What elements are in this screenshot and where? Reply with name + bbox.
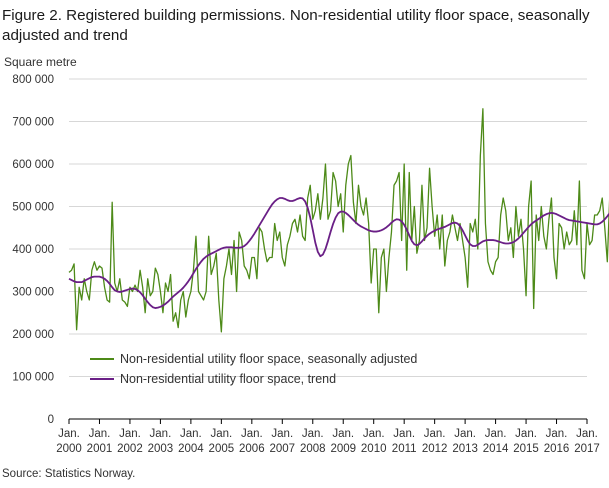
x-tick-label-month: Jan. bbox=[485, 428, 507, 440]
series-line-seasonal bbox=[68, 108, 609, 333]
x-tick-label-month: Jan. bbox=[119, 428, 141, 440]
x-tick-label-year: 2010 bbox=[361, 443, 387, 455]
x-tick-label-month: Jan. bbox=[89, 428, 111, 440]
x-tick-label-year: 2015 bbox=[513, 443, 539, 455]
x-tick-label-month: Jan. bbox=[424, 428, 446, 440]
y-tick-label: 700 000 bbox=[12, 117, 54, 129]
x-tick-label-year: 2011 bbox=[392, 443, 417, 455]
x-tick-label-year: 2008 bbox=[300, 443, 326, 455]
x-tick-label-year: 2003 bbox=[148, 443, 174, 455]
legend-label-trend: Non-residential utility floor space, tre… bbox=[120, 372, 336, 386]
y-tick-label: 0 bbox=[48, 414, 54, 426]
series-line-trend bbox=[68, 197, 609, 309]
x-tick-label-month: Jan. bbox=[454, 428, 476, 440]
y-axis-ticks: 0 100 000 200 000 300 000 400 000 500 000 600 … bbox=[12, 74, 54, 426]
x-tick-label-year: 2007 bbox=[269, 443, 295, 455]
x-tick-label-month: Jan. bbox=[332, 428, 354, 440]
x-tick-label-month: Jan. bbox=[393, 428, 415, 440]
source-note: Source: Statistics Norway. bbox=[2, 468, 136, 480]
x-tick-label-year: 2002 bbox=[117, 443, 143, 455]
x-tick-label-year: 2013 bbox=[452, 443, 478, 455]
x-tick-label-year: 2016 bbox=[544, 443, 570, 455]
legend-label-seasonal: Non-residential utility floor space, sea… bbox=[120, 352, 417, 366]
y-tick-label: 500 000 bbox=[12, 202, 54, 214]
x-tick-label-year: 2000 bbox=[56, 443, 82, 455]
y-tick-label: 100 000 bbox=[12, 372, 54, 384]
x-tick-label-year: 2009 bbox=[330, 443, 356, 455]
x-tick-label-month: Jan. bbox=[302, 428, 324, 440]
x-tick-label-year: 2006 bbox=[239, 443, 265, 455]
y-tick-label: 200 000 bbox=[12, 329, 54, 341]
x-tick-label-month: Jan. bbox=[180, 428, 202, 440]
x-tick-label-year: 2012 bbox=[422, 443, 448, 455]
x-tick-label-month: Jan. bbox=[150, 428, 172, 440]
x-tick-label-year: 2004 bbox=[178, 443, 204, 455]
y-tick-label: 400 000 bbox=[12, 244, 54, 256]
x-tick-label-month: Jan. bbox=[241, 428, 263, 440]
gridlines bbox=[69, 78, 587, 377]
y-tick-label: 600 000 bbox=[12, 159, 54, 171]
x-tick-label-month: Jan. bbox=[210, 428, 232, 440]
x-tick-label-month: Jan. bbox=[363, 428, 385, 440]
x-axis: Jan. 2000 Jan. 2001 Jan. 2002 Jan. 2003 Jan. 2004… bbox=[56, 418, 600, 455]
x-tick-label-month: Jan. bbox=[271, 428, 293, 440]
x-tick-label-year: 2001 bbox=[87, 443, 113, 455]
y-tick-label: 800 000 bbox=[12, 74, 54, 86]
y-axis-label: Square metre bbox=[4, 55, 77, 69]
y-tick-label: 300 000 bbox=[12, 287, 54, 299]
chart-title: Figure 2. Registered building permission… bbox=[2, 7, 590, 44]
x-tick-label-month: Jan. bbox=[576, 428, 598, 440]
x-tick-label-month: Jan. bbox=[515, 428, 537, 440]
x-tick-label-year: 2005 bbox=[209, 443, 235, 455]
series-lines bbox=[68, 108, 609, 333]
x-tick-label-month: Jan. bbox=[58, 428, 80, 440]
legend: Non-residential utility floor space, sea… bbox=[90, 352, 417, 386]
x-tick-label-year: 2017 bbox=[574, 443, 600, 455]
x-tick-label-year: 2014 bbox=[483, 443, 509, 455]
x-tick-label-month: Jan. bbox=[546, 428, 568, 440]
